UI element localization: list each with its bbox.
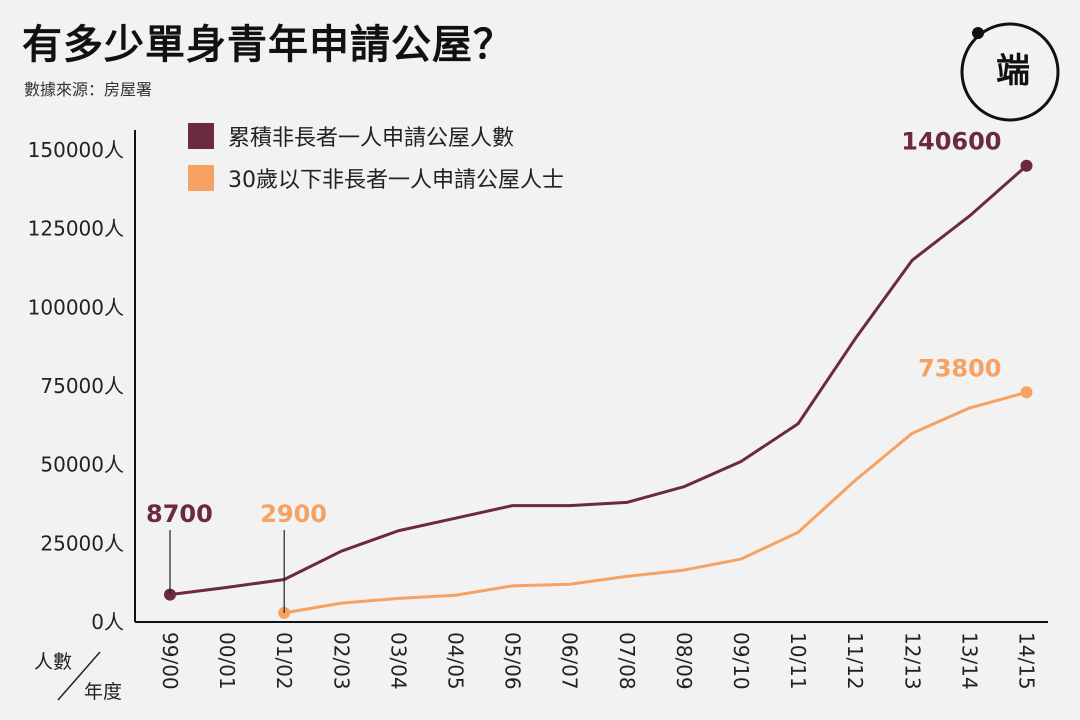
series-lines [169,164,1028,615]
data-labels: 8700 140600 2900 73800 [146,128,1033,619]
data-point-1 [1020,159,1033,172]
y-tick-label: 50000人 [40,453,124,477]
data-label: 140600 [901,128,1001,156]
corner-label-bottom: 年度 [84,681,122,703]
y-tick-label: 25000人 [40,531,124,555]
data-source: 數據來源：房屋署 [24,80,153,99]
brand-logo: 端 [960,22,1060,122]
brand-logo-glyph: 端 [996,51,1030,91]
x-tick-label: 14/15 [1015,632,1039,690]
x-tick-label: 03/04 [386,632,410,690]
x-axis-ticks: 99/00 00/01 01/02 02/03 03/04 04/05 05/06 06/07… [158,632,1039,690]
x-tick-label: 10/11 [786,632,810,690]
legend-swatch [188,123,214,149]
x-tick-label: 01/02 [272,632,296,690]
y-tick-label: 0人 [91,610,124,634]
x-tick-label: 13/14 [957,632,981,690]
x-tick-label: 99/00 [158,632,182,690]
y-tick-label: 125000人 [28,217,124,241]
x-tick-label: 05/06 [501,632,525,690]
x-tick-label: 00/01 [215,632,239,690]
x-tick-label: 04/05 [444,632,468,690]
data-point-2 [1020,386,1033,399]
x-tick-label: 12/13 [900,632,924,690]
corner-divider [57,651,101,701]
chart-axes [134,130,1048,623]
x-tick-label: 09/10 [729,632,753,690]
data-label: 73800 [918,354,1002,382]
data-label: 2900 [260,500,327,528]
legend-label: 30歲以下非長者一人申請公屋人士 [228,168,564,193]
x-tick-label: 11/12 [843,632,867,690]
legend-label: 累積非長者一人申請公屋人數 [228,126,514,151]
data-label: 8700 [146,500,213,528]
series-line-2 [283,390,1027,615]
y-tick-label: 100000人 [28,295,124,319]
legend-swatch [188,165,214,191]
x-tick-label: 02/03 [329,632,353,690]
y-axis-ticks: 0人 25000人 50000人 75000人 100000人 125000人 150000… [28,138,124,634]
y-tick-label: 75000人 [40,374,124,398]
series-line-1 [169,164,1028,597]
x-tick-label: 07/08 [615,632,639,690]
corner-label-top: 人數 [34,651,72,673]
y-tick-label: 150000人 [28,138,124,162]
legend: 累積非長者一人申請公屋人數 30歲以下非長者一人申請公屋人士 [188,123,564,193]
x-tick-label: 08/09 [672,632,696,690]
x-tick-label: 06/07 [558,632,582,690]
chart-title: 有多少單身青年申請公屋？ [22,22,514,68]
